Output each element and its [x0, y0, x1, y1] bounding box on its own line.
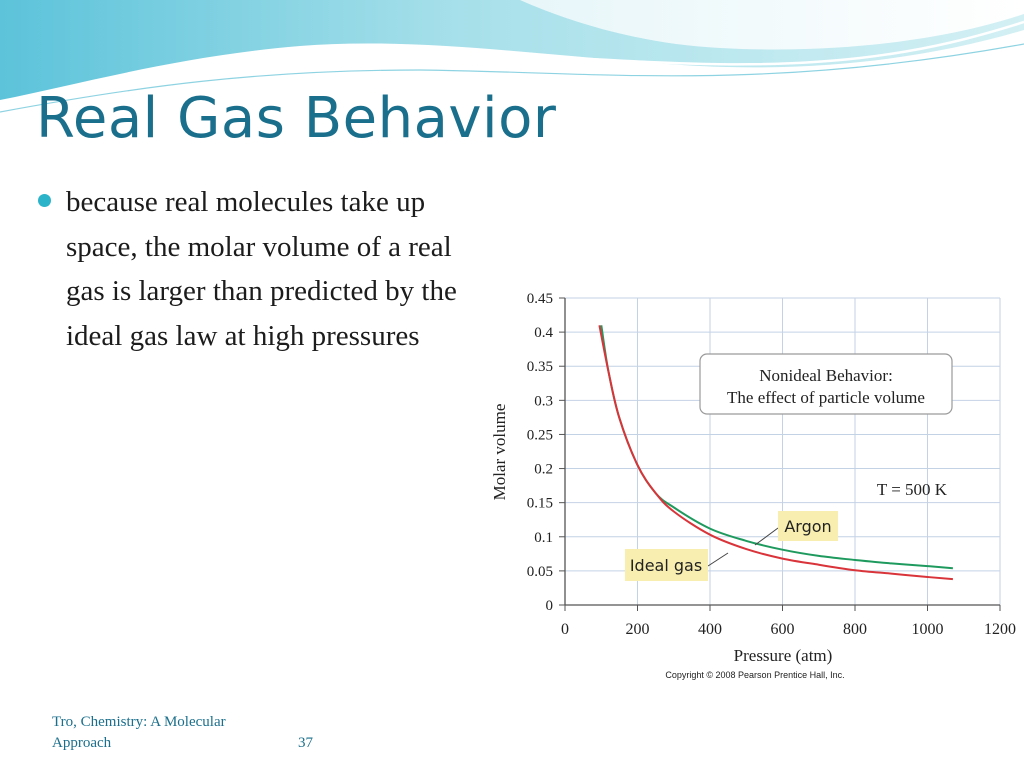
y-tick-label: 0.05: [527, 564, 553, 580]
y-tick-label: 0.25: [527, 427, 553, 443]
bullet-list: because real molecules take up space, th…: [38, 180, 478, 358]
y-tick-label: 0.45: [527, 291, 553, 307]
bullet-text: because real molecules take up space, th…: [66, 186, 457, 352]
callout-line-2: The effect of particle volume: [727, 388, 925, 407]
ideal-gas-series-line: [598, 325, 953, 581]
bullet-item: because real molecules take up space, th…: [38, 180, 478, 358]
annotation-callout-box: Nonideal Behavior: The effect of particl…: [699, 353, 953, 415]
copyright-label: Copyright © 2008 Pearson Prentice Hall, …: [665, 670, 844, 680]
y-tick-label: 0.3: [534, 393, 553, 409]
molar-volume-chart: 0 200 400 600 800 1000 1200 0 0.05 0.1 0.15 0.2 0.25…: [490, 291, 1016, 680]
x-tick-label: 1000: [912, 621, 944, 638]
x-tick-label: 1200: [984, 621, 1016, 638]
y-tick-label: 0.1: [534, 530, 553, 546]
y-tick-label: 0.2: [534, 462, 553, 478]
footer-page-number: 37: [298, 735, 313, 751]
ideal-gas-callout: Ideal gas: [625, 549, 729, 581]
axes: 0 200 400 600 800 1000 1200 0 0.05 0.1 0.15 0.2 0.25…: [527, 291, 1016, 638]
x-tick-label: 600: [771, 621, 795, 638]
ideal-gas-callout-label: Ideal gas: [630, 556, 702, 575]
series-lines: [598, 325, 953, 581]
callout-line-1: Nonideal Behavior:: [759, 366, 893, 385]
y-tick-label: 0: [546, 598, 554, 614]
slide-title: Real Gas Behavior: [36, 86, 557, 151]
argon-callout: Argon: [754, 511, 838, 546]
temperature-label: T = 500 K: [877, 480, 948, 499]
x-tick-label: 200: [626, 621, 650, 638]
x-tick-label: 400: [698, 621, 722, 638]
x-tick-label: 800: [843, 621, 867, 638]
x-axis-label: Pressure (atm): [734, 646, 833, 665]
y-tick-label: 0.4: [534, 325, 553, 341]
y-axis-label: Molar volume: [490, 404, 509, 501]
x-tick-label: 0: [561, 621, 569, 638]
bullet-dot-icon: [38, 194, 51, 207]
argon-callout-label: Argon: [784, 517, 831, 536]
y-tick-label: 0.15: [527, 496, 553, 512]
y-tick-label: 0.35: [527, 359, 553, 375]
footer-source: Tro, Chemistry: A Molecular Approach: [52, 714, 226, 751]
header-wave-decoration: [0, 0, 1024, 113]
